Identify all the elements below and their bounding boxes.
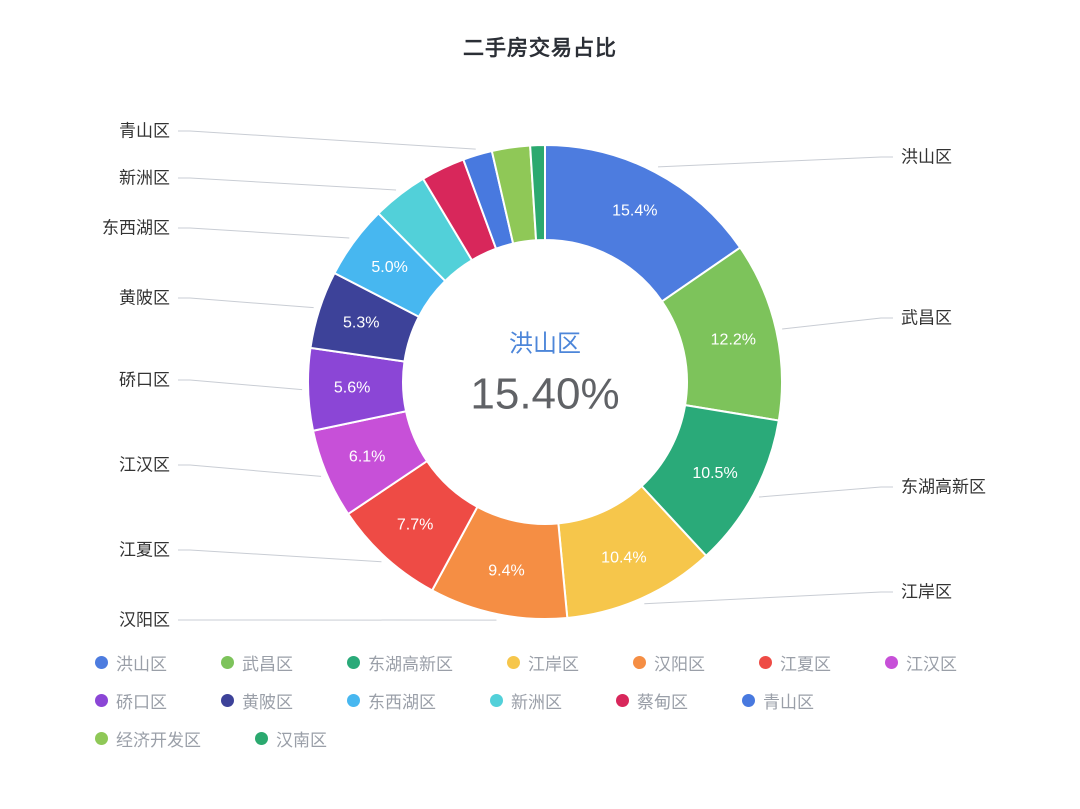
district-callout-label-4: 汉阳区	[119, 611, 170, 630]
slice-percent-label-0: 15.4%	[612, 203, 657, 220]
district-callout-label-5: 江夏区	[119, 541, 170, 560]
legend-item-13[interactable]: 经济开发区	[95, 726, 201, 751]
legend-label: 汉南区	[276, 731, 327, 750]
slice-percent-label-2: 10.5%	[692, 465, 737, 482]
slice-percent-label-7: 5.6%	[334, 380, 370, 397]
leader-line-1	[782, 317, 893, 330]
legend-dot-icon	[616, 694, 629, 707]
center-district-name: 洪山区	[509, 331, 581, 358]
legend-label: 江夏区	[780, 655, 831, 674]
legend-row: 洪山区 武昌区 东湖高新区 江岸区 汉阳区 江夏区 江汉区	[95, 650, 1015, 675]
legend-dot-icon	[95, 656, 108, 669]
legend-item-12[interactable]: 青山区	[742, 688, 814, 713]
legend-row: 硚口区 黄陂区 东西湖区 新洲区 蔡甸区 青山区	[95, 688, 1015, 713]
legend-label: 青山区	[763, 693, 814, 712]
legend-label: 洪山区	[116, 655, 167, 674]
leader-line-7	[178, 379, 303, 391]
legend-dot-icon	[347, 656, 360, 669]
legend-item-7[interactable]: 硚口区	[95, 688, 167, 713]
legend-item-10[interactable]: 新洲区	[490, 688, 562, 713]
legend-dot-icon	[95, 694, 108, 707]
legend-dot-icon	[490, 694, 503, 707]
slice-percent-label-8: 5.3%	[343, 314, 379, 331]
legend-dot-icon	[507, 656, 520, 669]
legend-label: 新洲区	[511, 693, 562, 712]
slice-percent-label-5: 7.7%	[397, 516, 433, 533]
district-callout-label-6: 江汉区	[119, 456, 170, 475]
legend-dot-icon	[95, 732, 108, 745]
legend-label: 江汉区	[906, 655, 957, 674]
district-callout-label-7: 硚口区	[119, 371, 170, 390]
legend-item-6[interactable]: 江汉区	[885, 650, 957, 675]
legend-row: 经济开发区 汉南区	[95, 726, 1015, 751]
leader-line-0	[658, 156, 893, 168]
district-callout-label-3: 江岸区	[901, 583, 952, 602]
legend-item-0[interactable]: 洪山区	[95, 650, 167, 675]
leader-line-5	[178, 549, 382, 563]
pie-slice-14[interactable]	[529, 144, 546, 242]
district-callout-label-0: 洪山区	[901, 148, 952, 167]
legend-dot-icon	[759, 656, 772, 669]
leader-line-6	[178, 464, 322, 477]
legend-item-8[interactable]: 黄陂区	[221, 688, 293, 713]
legend-item-4[interactable]: 汉阳区	[633, 650, 705, 675]
legend-item-9[interactable]: 东西湖区	[347, 688, 436, 713]
legend-dot-icon	[885, 656, 898, 669]
legend-dot-icon	[221, 694, 234, 707]
district-callout-label-1: 武昌区	[901, 309, 952, 328]
leader-line-2	[758, 486, 893, 498]
legend-label: 蔡甸区	[637, 693, 688, 712]
legend-label: 东湖高新区	[368, 655, 453, 674]
legend-label: 东西湖区	[368, 693, 436, 712]
callout-labels: 15.4% 洪山区 12.2% 武昌区 10.5% 东湖高新区 10.4% 江岸区 9.4% 汉阳…	[102, 122, 986, 630]
legend-item-1[interactable]: 武昌区	[221, 650, 293, 675]
leader-line-3	[644, 591, 893, 605]
chart-legend: 洪山区 武昌区 东湖高新区 江岸区 汉阳区 江夏区 江汉区硚口区 黄陂区 东西湖区 新洲区 蔡甸区 青…	[95, 650, 1015, 764]
district-callout-label-9: 东西湖区	[102, 219, 170, 238]
slice-percent-label-4: 9.4%	[488, 563, 524, 580]
center-district-value: 15.40%	[470, 370, 619, 419]
slice-percent-label-9: 5.0%	[371, 259, 407, 276]
donut-slices	[307, 144, 783, 620]
leader-line-8	[178, 297, 314, 309]
legend-dot-icon	[255, 732, 268, 745]
legend-label: 黄陂区	[242, 693, 293, 712]
legend-dot-icon	[221, 656, 234, 669]
legend-item-2[interactable]: 东湖高新区	[347, 650, 453, 675]
legend-label: 武昌区	[242, 655, 293, 674]
legend-label: 江岸区	[528, 655, 579, 674]
leader-line-9	[178, 227, 350, 239]
district-callout-label-8: 黄陂区	[119, 289, 170, 308]
legend-item-11[interactable]: 蔡甸区	[616, 688, 688, 713]
legend-label: 汉阳区	[654, 655, 705, 674]
chart-title: 二手房交易占比	[463, 37, 617, 60]
district-callout-label-12: 青山区	[119, 122, 170, 141]
legend-dot-icon	[633, 656, 646, 669]
district-callout-label-2: 东湖高新区	[901, 478, 986, 497]
slice-percent-label-1: 12.2%	[711, 331, 756, 348]
leader-line-10	[178, 177, 397, 191]
legend-item-5[interactable]: 江夏区	[759, 650, 831, 675]
slice-percent-label-6: 6.1%	[349, 448, 385, 465]
legend-item-3[interactable]: 江岸区	[507, 650, 579, 675]
district-callout-label-10: 新洲区	[119, 169, 170, 188]
legend-dot-icon	[347, 694, 360, 707]
slice-percent-label-3: 10.4%	[601, 550, 646, 567]
legend-label: 硚口区	[116, 693, 167, 712]
legend-label: 经济开发区	[116, 731, 201, 750]
legend-item-14[interactable]: 汉南区	[255, 726, 327, 751]
legend-dot-icon	[742, 694, 755, 707]
leader-line-12	[178, 130, 476, 150]
callout-lines	[178, 130, 893, 621]
